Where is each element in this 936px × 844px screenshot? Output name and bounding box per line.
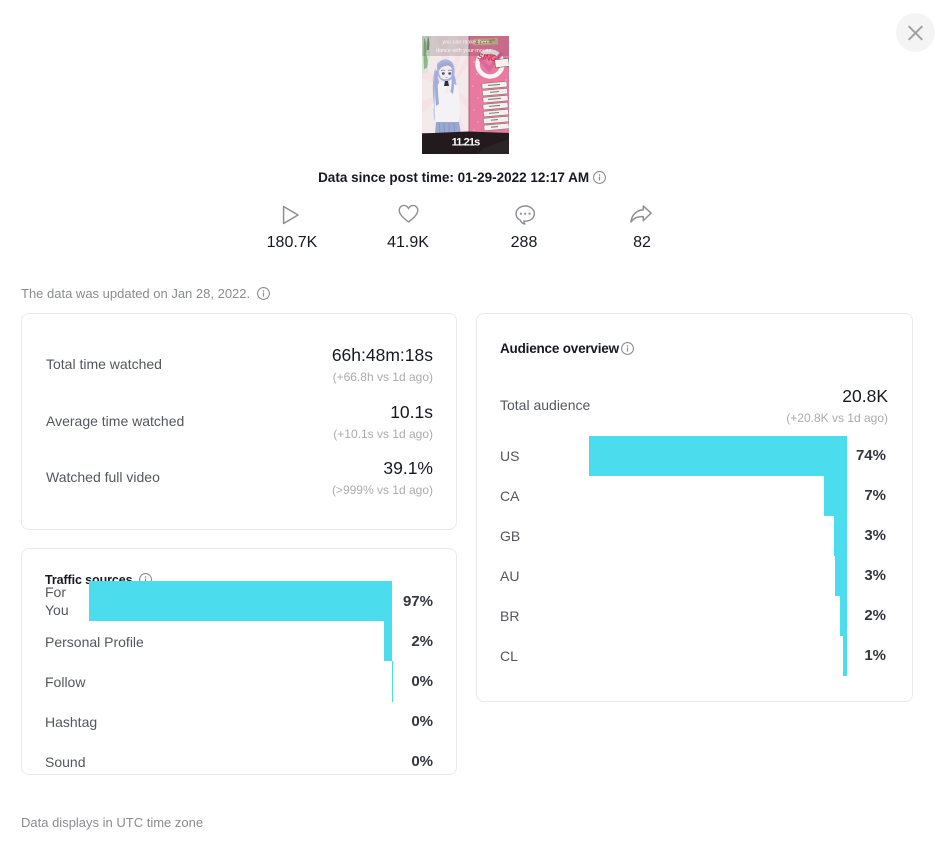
svg-text:11.21s: 11.21s [452,137,480,149]
svg-text:dance with your mouse ..: dance with your mouse .. [436,48,496,54]
svg-text:you can make them: you can make them [442,40,490,46]
